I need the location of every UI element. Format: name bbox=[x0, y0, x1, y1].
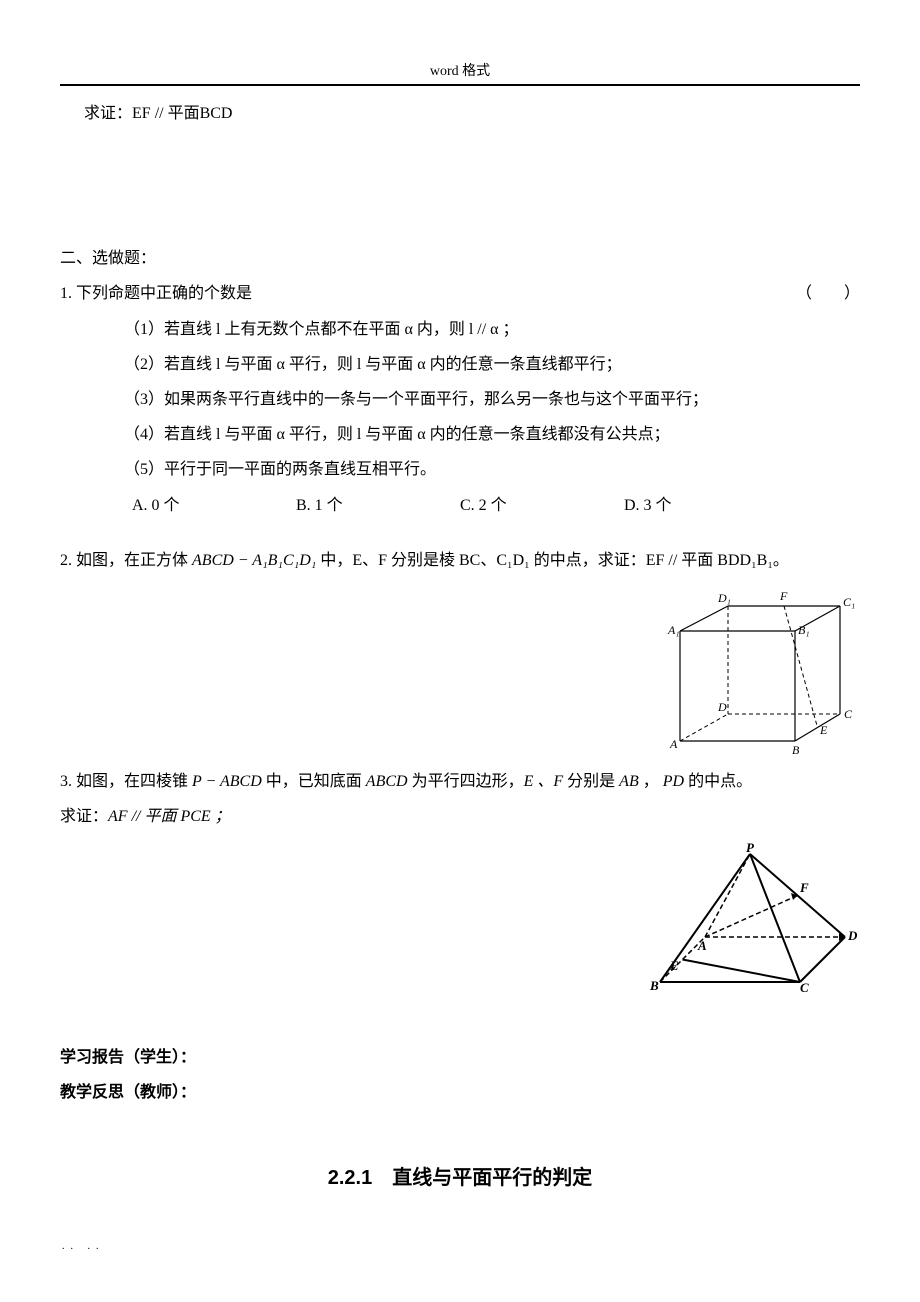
prove-top: 求证：EF // 平面BCD bbox=[60, 96, 860, 131]
lbl-B: B bbox=[792, 743, 800, 756]
q3-stem: 3. 如图，在四棱锥 P − ABCD 中，已知底面 ABCD 为平行四边形，E… bbox=[60, 764, 860, 799]
q3-mid3: 分别是 bbox=[563, 773, 619, 790]
q3-ab: AB bbox=[619, 773, 639, 790]
q1-options: A. 0 个 B. 1 个 C. 2 个 D. 3 个 bbox=[60, 488, 860, 523]
lbl-C: C bbox=[800, 980, 809, 992]
lbl-C1: C₁ bbox=[843, 595, 855, 609]
pyramid-svg: P A B C D E F bbox=[640, 842, 860, 992]
lbl-B1: B₁ bbox=[798, 623, 810, 637]
q3-pd: PD bbox=[663, 773, 684, 790]
q1-opt-d: D. 3 个 bbox=[624, 488, 784, 523]
q2-figure: A₁ B₁ C₁ D₁ F A B C D E bbox=[660, 586, 860, 756]
q1-item-3: （3）如果两条平行直线中的一条与一个平面平行，那么另一条也与这个平面平行； bbox=[60, 382, 860, 417]
q3-prove: 求证：AF // 平面 PCE ； bbox=[60, 799, 860, 834]
q3-mid2: 为平行四边形， bbox=[408, 773, 524, 790]
prove-label: 求证： bbox=[84, 105, 132, 122]
q2-mid: 中，E、F 分别是棱 BC、C₁D₁ 的中点，求证：EF // 平面 BDD₁B… bbox=[316, 552, 789, 569]
lbl-P: P bbox=[746, 842, 755, 855]
lbl-A: A bbox=[697, 938, 707, 953]
lbl-B: B bbox=[649, 978, 659, 992]
q1-item-5: （5）平行于同一平面的两条直线互相平行。 bbox=[60, 452, 860, 487]
lbl-E: E bbox=[669, 958, 679, 973]
next-section-title: 2.2.1 直线与平面平行的判定 bbox=[60, 1161, 860, 1190]
q1-item-1: （1）若直线 l 上有无数个点都不在平面 α 内，则 l // α ； bbox=[60, 312, 860, 347]
footer-dots: .. .. bbox=[62, 1241, 105, 1252]
report-student: 学习报告（学生）： bbox=[60, 1040, 860, 1075]
q1-opt-c: C. 2 个 bbox=[460, 488, 620, 523]
prove-text: EF // 平面BCD bbox=[132, 105, 232, 122]
report-teacher: 教学反思（教师）： bbox=[60, 1075, 860, 1110]
q2-figure-block: A₁ B₁ C₁ D₁ F A B C D E bbox=[60, 578, 860, 764]
lbl-F: F bbox=[799, 880, 809, 895]
q3-py: P − ABCD bbox=[192, 773, 262, 790]
lbl-A1: A₁ bbox=[667, 623, 680, 637]
page-header: word 格式 bbox=[60, 60, 860, 80]
q1-item-2: （2）若直线 l 与平面 α 平行，则 l 与平面 α 内的任意一条直线都平行； bbox=[60, 347, 860, 382]
q2-stem: 2. 如图，在正方体 ABCD − A₁B₁C₁D₁ 中，E、F 分别是棱 BC… bbox=[60, 543, 860, 578]
q3-mid5: 的中点。 bbox=[684, 773, 752, 790]
cube-svg: A₁ B₁ C₁ D₁ F A B C D E bbox=[660, 586, 860, 756]
q3-prove-text: AF // 平面 PCE ； bbox=[108, 808, 231, 825]
q1-opt-a: A. 0 个 bbox=[132, 488, 292, 523]
gap bbox=[60, 523, 860, 543]
q1-stem: 1. 下列命题中正确的个数是 （ ） bbox=[60, 276, 860, 311]
lbl-D1: D₁ bbox=[717, 591, 731, 605]
q3-figure-block: P A B C D E F bbox=[60, 834, 860, 1000]
q3-prove-label: 求证： bbox=[60, 808, 108, 825]
lbl-A: A bbox=[669, 737, 678, 751]
q1-stem-text: 1. 下列命题中正确的个数是 bbox=[60, 285, 252, 302]
q3-pre: 3. 如图，在四棱锥 bbox=[60, 773, 192, 790]
header-rule bbox=[60, 84, 860, 86]
q3-figure: P A B C D E F bbox=[640, 842, 860, 992]
lbl-E: E bbox=[819, 723, 828, 737]
gap bbox=[60, 1000, 860, 1040]
q3-base: ABCD bbox=[366, 773, 408, 790]
q2-pre: 2. 如图，在正方体 bbox=[60, 552, 192, 569]
gap bbox=[60, 131, 860, 241]
lbl-F: F bbox=[779, 589, 788, 603]
q3-mid4: ， bbox=[639, 773, 663, 790]
q3-ef: E 、F bbox=[524, 773, 564, 790]
page: word 格式 求证：EF // 平面BCD 二、选做题： 1. 下列命题中正确… bbox=[0, 0, 920, 1302]
lbl-D: D bbox=[847, 928, 858, 943]
lbl-C: C bbox=[844, 707, 853, 721]
section2-heading: 二、选做题： bbox=[60, 241, 860, 276]
lbl-D: D bbox=[717, 700, 727, 714]
q2-cube: ABCD − A₁B₁C₁D₁ bbox=[192, 552, 316, 569]
q1-paren: （ ） bbox=[796, 276, 860, 311]
q3-mid1: 中，已知底面 bbox=[262, 773, 366, 790]
q1-item-4: （4）若直线 l 与平面 α 平行，则 l 与平面 α 内的任意一条直线都没有公… bbox=[60, 417, 860, 452]
q1-opt-b: B. 1 个 bbox=[296, 488, 456, 523]
